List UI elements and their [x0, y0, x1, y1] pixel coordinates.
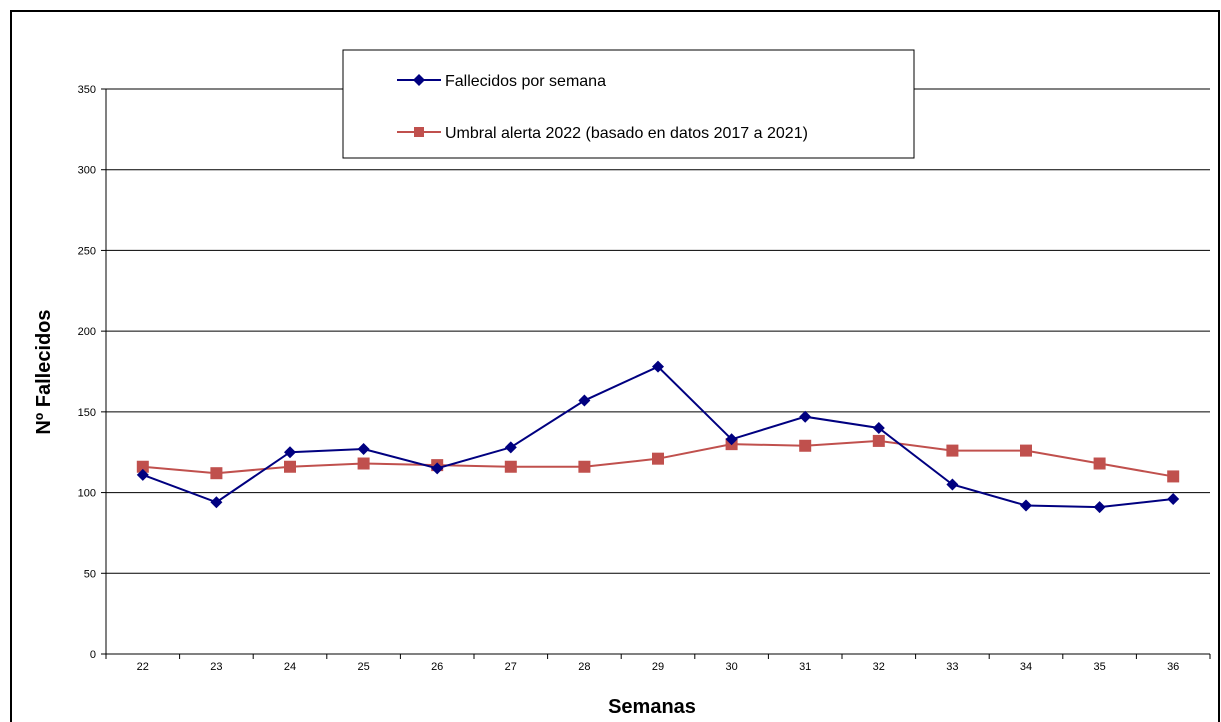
x-tick-label: 31 [799, 661, 811, 673]
data-point-diamond [284, 446, 296, 459]
data-point-diamond [652, 360, 664, 373]
y-tick-label: 0 [90, 649, 96, 661]
y-tick-label: 350 [78, 84, 96, 96]
data-point-diamond [357, 442, 370, 455]
y-tick-label: 250 [78, 245, 96, 257]
data-point-diamond [1167, 493, 1180, 506]
y-tick-label: 100 [78, 488, 96, 500]
data-point-square [357, 457, 370, 470]
gridlines [106, 88, 1210, 574]
legend-box [342, 49, 915, 159]
x-tick-label: 24 [284, 661, 296, 673]
data-point-diamond [431, 462, 444, 475]
axes [101, 88, 1211, 659]
data-point-square [136, 460, 149, 473]
y-tick-label: 50 [84, 568, 96, 580]
x-tick-label: 23 [210, 661, 222, 673]
data-point-diamond [1093, 501, 1106, 514]
data-point-square [1093, 457, 1106, 470]
legend-marker-square [414, 127, 424, 137]
data-point-diamond [725, 433, 738, 446]
y-axis-title: Nº Fallecidos [33, 309, 55, 434]
legend-label-fallecidos: Fallecidos por semana [445, 73, 606, 90]
x-tick-label: 28 [578, 661, 590, 673]
y-tick-labels: 0 50 100 150 200 250 300 350 [78, 84, 96, 661]
data-point-diamond [504, 441, 517, 454]
chart-frame [10, 10, 1220, 722]
data-point-diamond [872, 422, 885, 434]
data-point-square [284, 460, 296, 473]
x-axis-title: Semanas [608, 696, 696, 718]
data-point-square [799, 439, 812, 452]
data-point-square [872, 434, 885, 447]
legend-label-umbral: Umbral alerta 2022 (basado en datos 2017… [445, 125, 808, 142]
data-point-diamond [136, 468, 149, 481]
x-tick-label: 29 [652, 661, 664, 673]
data-point-diamond [1020, 499, 1032, 512]
data-point-square [210, 467, 223, 480]
legend: Fallecidos por semana Umbral alerta 2022… [342, 49, 915, 159]
data-point-square [1167, 470, 1180, 483]
series [136, 360, 1180, 514]
data-point-square [1020, 444, 1032, 457]
data-point-diamond [578, 394, 591, 407]
y-tick-label: 150 [78, 407, 96, 419]
series-umbral [136, 434, 1180, 483]
y-tick-label: 300 [78, 165, 96, 177]
data-point-square [578, 460, 591, 473]
data-point-diamond [799, 410, 812, 423]
data-point-square [946, 444, 959, 457]
data-point-diamond [210, 496, 223, 509]
series-line [142, 365, 1174, 509]
x-tick-labels: 22 23 24 25 26 27 28 29 30 31 32 33 34 35 36 [137, 661, 1180, 673]
x-tick-label: 30 [725, 661, 737, 673]
x-tick-label: 35 [1093, 661, 1105, 673]
x-tick-label: 33 [946, 661, 958, 673]
data-point-square [652, 452, 664, 465]
legend-entry-fallecidos: Fallecidos por semana [397, 73, 606, 90]
x-tick-label: 34 [1020, 661, 1032, 673]
data-point-diamond [946, 478, 959, 491]
x-tick-label: 27 [505, 661, 517, 673]
x-tick-label: 25 [357, 661, 369, 673]
legend-marker-diamond [413, 74, 425, 86]
x-tick-label: 22 [137, 661, 149, 673]
x-tick-label: 26 [431, 661, 443, 673]
y-tick-label: 200 [78, 326, 96, 338]
data-point-square [504, 460, 517, 473]
legend-entry-umbral: Umbral alerta 2022 (basado en datos 2017… [397, 125, 808, 142]
x-tick-label: 36 [1167, 661, 1179, 673]
x-tick-label: 32 [873, 661, 885, 673]
series-fallecidos [136, 360, 1180, 514]
